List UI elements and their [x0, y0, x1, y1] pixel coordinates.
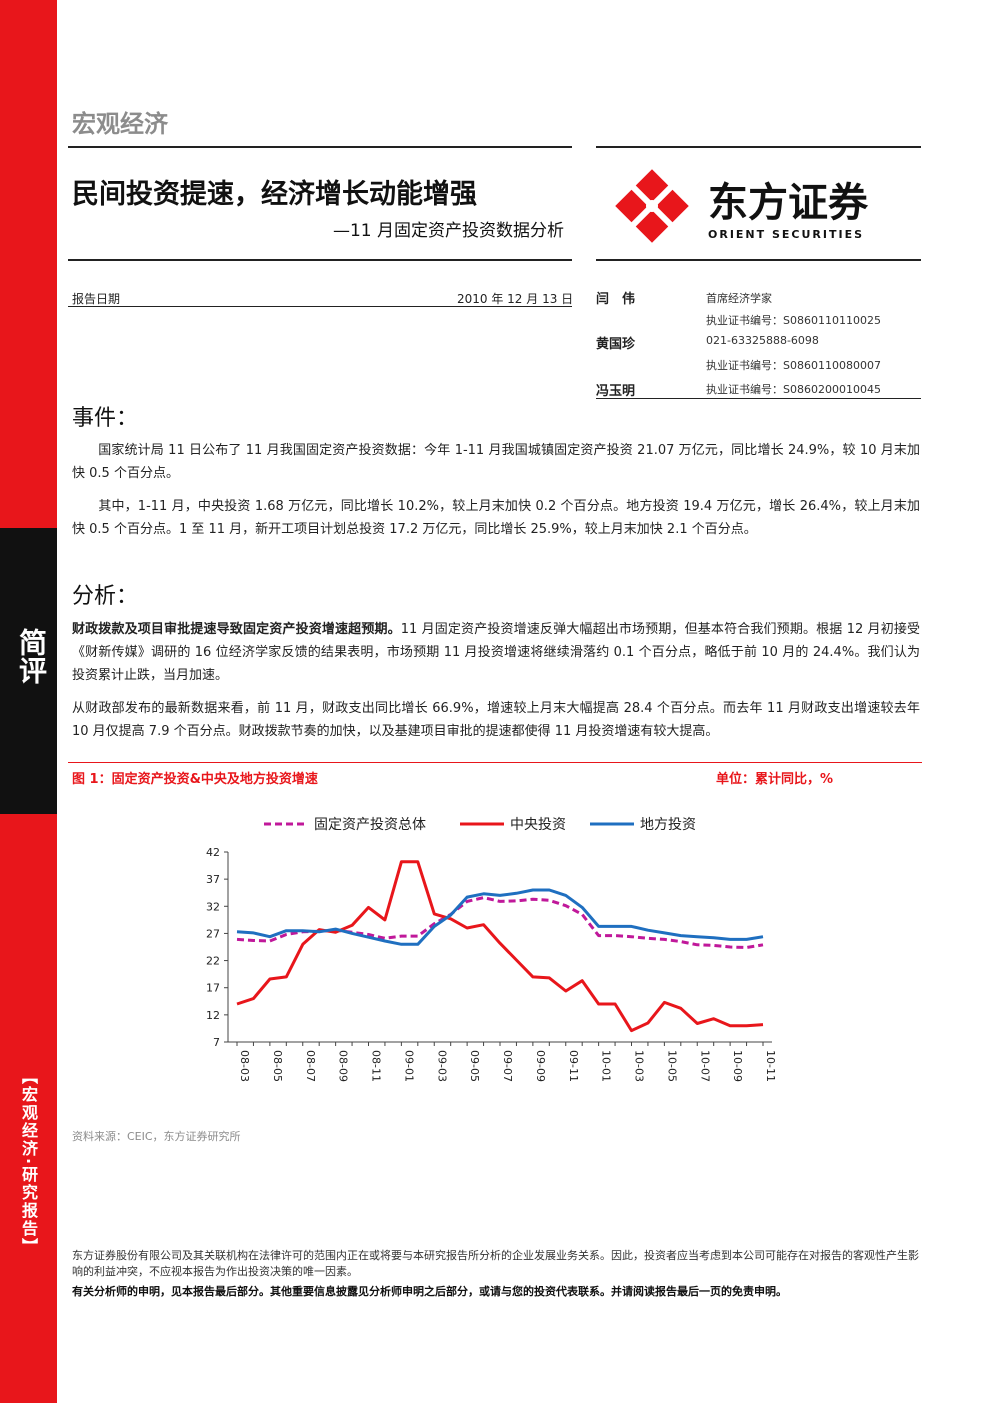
date-rule	[68, 306, 572, 307]
analysis-lead-bold: 财政拨款及项目审批提速导致固定资产投资增速超预期。	[72, 622, 401, 637]
y-tick-label: 12	[206, 1009, 220, 1022]
category-label: 宏观经济	[72, 110, 168, 138]
y-tick-label: 37	[206, 873, 220, 886]
analysis-paragraph: 财政拨款及项目审批提速导致固定资产投资增速超预期。11 月固定资产投资增速反弹大…	[72, 618, 920, 687]
page-title: 民间投资提速，经济增长动能增强	[72, 179, 477, 210]
x-tick-label: 09-07	[501, 1050, 514, 1082]
x-tick-label: 08-07	[304, 1050, 317, 1082]
event-paragraph: 其中，1-11 月，中央投资 1.68 万亿元，同比增长 10.2%，较上月末加…	[72, 499, 920, 537]
x-tick-label: 09-05	[468, 1050, 481, 1082]
sidebar-vertical-label: 【宏观经济·研究报告】	[19, 1068, 38, 1257]
report-date: 2010 年 12 月 13 日	[457, 292, 574, 306]
event-body: 国家统计局 11 日公布了 11 月我国固定资产投资数据：今年 1-11 月我国…	[72, 439, 920, 541]
author-info: 执业证书编号：S0860200010045	[706, 383, 881, 396]
logo-mark-icon: 东方证券 ORIENT SECURITIES	[615, 169, 869, 243]
x-tick-label: 08-11	[370, 1050, 383, 1082]
author-info: 021-63325888-6098	[706, 334, 819, 347]
author-rule	[596, 398, 921, 399]
x-tick-label: 10-09	[731, 1050, 744, 1082]
analysis-body: 财政拨款及项目审批提速导致固定资产投资增速超预期。11 月固定资产投资增速反弹大…	[72, 618, 920, 743]
figure-source: 资料来源：CEIC，东方证券研究所	[72, 1130, 241, 1143]
y-tick-label: 27	[206, 927, 220, 940]
legend-label: 固定资产投资总体	[314, 817, 426, 833]
author-name: 黄国珍	[596, 337, 636, 352]
figure-title: 图 1：固定资产投资&中央及地方投资增速	[72, 772, 318, 787]
x-tick-label: 10-03	[633, 1050, 646, 1082]
y-tick-label: 7	[213, 1036, 220, 1049]
x-tick-label: 09-01	[402, 1050, 415, 1082]
author-name: 冯玉明	[596, 384, 636, 399]
logo-en-text: ORIENT SECURITIES	[708, 228, 864, 241]
x-tick-label: 10-07	[698, 1050, 711, 1082]
series-line-1	[236, 896, 764, 949]
series-line-2	[236, 860, 764, 1033]
header-rule-left	[68, 146, 572, 148]
author-info: 首席经济学家	[706, 292, 772, 305]
title-rule-right	[596, 259, 921, 261]
y-tick-label: 42	[206, 846, 220, 859]
analysis-paragraph: 从财政部发布的最新数据来看，前 11 月，财政支出同比增长 66.9%，增速较上…	[72, 701, 920, 739]
logo-cn-text: 东方证券	[708, 180, 869, 226]
event-heading: 事件：	[72, 406, 139, 431]
legend-label: 中央投资	[510, 817, 566, 833]
author-info: 执业证书编号：S0860110110025	[706, 314, 881, 327]
x-tick-label: 08-09	[337, 1050, 350, 1082]
x-tick-label: 08-05	[271, 1050, 284, 1082]
title-rule-left	[68, 259, 572, 261]
figure-rule	[68, 762, 922, 763]
x-tick-label: 09-11	[567, 1050, 580, 1082]
x-tick-label: 10-11	[764, 1050, 777, 1082]
series-line-3	[236, 888, 764, 946]
page-subtitle: —11 月固定资产投资数据分析	[332, 221, 564, 241]
company-logo: 东方证券 ORIENT SECURITIES	[612, 168, 892, 248]
y-tick-label: 17	[206, 982, 220, 995]
author-info: 执业证书编号：S0860110080007	[706, 359, 881, 372]
disclaimer-text: 东方证券股份有限公司及其关联机构在法律许可的范围内正在或将要与本研究报告所分析的…	[72, 1249, 919, 1278]
y-tick-label: 32	[206, 900, 220, 913]
figure-unit: 单位：累计同比，%	[716, 772, 834, 787]
line-chart: 7 12 17 22 27 32 37 42 08-03 08-05 08-07 08-09 08-11…	[206, 817, 777, 1082]
y-tick-label: 22	[206, 955, 220, 968]
sidebar-label: 简评	[15, 628, 48, 684]
legend-label: 地方投资	[640, 817, 696, 833]
report-date-label: 报告日期	[72, 292, 121, 306]
header-rule-right	[596, 146, 921, 148]
analysis-lead-rest: 11 月固定资产投资增速反弹大幅超出市场预期，但基本符合我们预期。根据 12 月…	[72, 622, 920, 683]
x-tick-label: 09-09	[534, 1050, 547, 1082]
x-tick-label: 10-05	[665, 1050, 678, 1082]
event-paragraph: 国家统计局 11 日公布了 11 月我国固定资产投资数据：今年 1-11 月我国…	[72, 443, 920, 481]
disclaimer-bold-text: 有关分析师的申明，见本报告最后部分。其他重要信息披露见分析师申明之后部分，或请与…	[72, 1285, 787, 1298]
author-name: 闫 伟	[596, 292, 636, 307]
sidebar-black-block	[0, 528, 57, 814]
x-tick-label: 09-03	[435, 1050, 448, 1082]
x-tick-label: 08-03	[238, 1050, 251, 1082]
analysis-heading: 分析：	[72, 584, 139, 609]
x-tick-label: 10-01	[600, 1050, 613, 1082]
